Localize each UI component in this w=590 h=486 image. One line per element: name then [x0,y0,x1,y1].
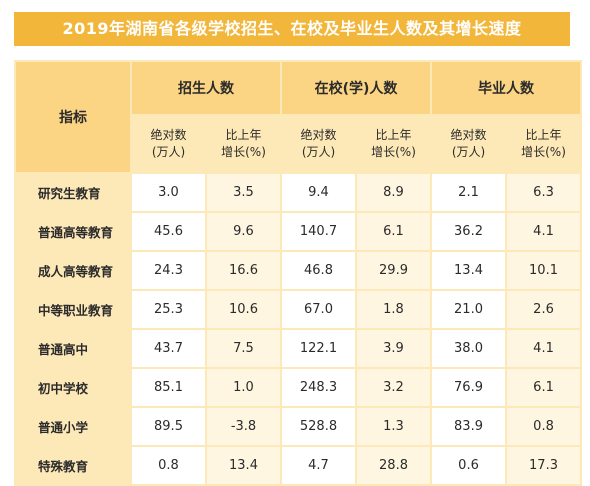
header-sub-absolute-line1: 绝对数 [150,128,187,142]
table-row: 初中学校 85.1 1.0 248.3 3.2 76.9 6.1 [14,367,583,408]
cell-in-school-growth: 6.1 [354,211,433,252]
cell-in-school-growth: 8.9 [354,172,433,213]
table-body: 研究生教育 3.0 3.5 9.4 8.9 2.1 6.3 普通高等教育 45.… [14,172,583,486]
cell-in-school-growth: 3.9 [354,328,433,369]
cell-graduates-absolute: 83.9 [430,406,508,447]
row-label: 初中学校 [14,367,132,408]
page-title: 2019年湖南省各级学校招生、在校及毕业生人数及其增长速度 [14,12,570,46]
header-sub-growth: 比上年 增长(%) [205,114,282,174]
header-row-groups: 指标 招生人数 在校(学)人数 毕业人数 [14,60,583,174]
cell-enrollment-absolute: 0.8 [130,445,207,486]
cell-in-school-growth: 1.8 [354,289,433,330]
header-indicator: 指标 [14,60,132,174]
header-sub-absolute-line2: (万人) [151,145,186,159]
cell-graduates-absolute: 76.9 [430,367,508,408]
header-sub-growth-line2: 增长(%) [221,145,266,159]
row-label: 特殊教育 [14,445,132,486]
cell-in-school-absolute: 46.8 [280,250,357,291]
cell-enrollment-growth: 13.4 [205,445,282,486]
header-sub-absolute-line2: (万人) [301,145,336,159]
table-row: 中等职业教育 25.3 10.6 67.0 1.8 21.0 2.6 [14,289,583,330]
row-label: 普通小学 [14,406,132,447]
cell-graduates-absolute: 21.0 [430,289,508,330]
cell-graduates-absolute: 38.0 [430,328,508,369]
cell-graduates-growth: 2.6 [505,289,583,330]
cell-enrollment-growth: -3.8 [205,406,282,447]
cell-graduates-growth: 4.1 [505,211,583,252]
header-sub-absolute: 绝对数 (万人) [130,114,207,174]
cell-enrollment-growth: 9.6 [205,211,282,252]
header-sub-growth-line1: 比上年 [225,128,262,142]
header-sub-growth: 比上年 增长(%) [354,114,433,174]
cell-in-school-absolute: 4.7 [280,445,357,486]
cell-enrollment-absolute: 24.3 [130,250,207,291]
header-group-enrollment: 招生人数 [130,60,282,116]
statistics-table: 指标 招生人数 在校(学)人数 毕业人数 绝对数 (万人) 比上年 增长(%) [14,60,583,486]
header-sub-growth-line2: 增长(%) [521,145,566,159]
table-header: 指标 招生人数 在校(学)人数 毕业人数 绝对数 (万人) 比上年 增长(%) [14,60,583,174]
cell-graduates-growth: 17.3 [505,445,583,486]
cell-graduates-absolute: 36.2 [430,211,508,252]
cell-in-school-growth: 28.8 [354,445,433,486]
cell-in-school-absolute: 67.0 [280,289,357,330]
row-label: 成人高等教育 [14,250,132,291]
header-sub-absolute-line2: (万人) [451,145,486,159]
cell-graduates-growth: 0.8 [505,406,583,447]
table-row: 普通小学 89.5 -3.8 528.8 1.3 83.9 0.8 [14,406,583,447]
cell-in-school-growth: 3.2 [354,367,433,408]
cell-enrollment-absolute: 45.6 [130,211,207,252]
cell-enrollment-growth: 16.6 [205,250,282,291]
table-row: 普通高等教育 45.6 9.6 140.7 6.1 36.2 4.1 [14,211,583,252]
header-row-subcolumns: 绝对数 (万人) 比上年 增长(%) 绝对数 (万人) 比上年 增长(%) [15,114,583,174]
header-group-graduates: 毕业人数 [430,60,583,116]
cell-in-school-absolute: 248.3 [280,367,357,408]
cell-graduates-growth: 6.3 [505,172,583,213]
cell-enrollment-absolute: 3.0 [130,172,207,213]
cell-enrollment-absolute: 43.7 [130,328,207,369]
header-sub-absolute: 绝对数 (万人) [280,114,357,174]
header-sub-growth-line1: 比上年 [375,128,412,142]
cell-enrollment-growth: 3.5 [205,172,282,213]
cell-in-school-growth: 29.9 [354,250,433,291]
row-label: 中等职业教育 [14,289,132,330]
cell-graduates-growth: 10.1 [505,250,583,291]
cell-enrollment-absolute: 25.3 [130,289,207,330]
cell-in-school-absolute: 528.8 [280,406,357,447]
row-label: 普通高等教育 [14,211,132,252]
cell-graduates-absolute: 13.4 [430,250,508,291]
cell-enrollment-growth: 7.5 [205,328,282,369]
cell-enrollment-growth: 1.0 [205,367,282,408]
header-sub-growth-line1: 比上年 [525,128,562,142]
cell-in-school-absolute: 9.4 [280,172,357,213]
cell-graduates-absolute: 2.1 [430,172,508,213]
table-row: 特殊教育 0.8 13.4 4.7 28.8 0.6 17.3 [14,445,583,486]
cell-graduates-growth: 4.1 [505,328,583,369]
row-label: 研究生教育 [14,172,132,213]
header-sub-growth-line2: 增长(%) [371,145,416,159]
header-sub-absolute-line1: 绝对数 [450,128,487,142]
cell-in-school-absolute: 122.1 [280,328,357,369]
cell-in-school-growth: 1.3 [354,406,433,447]
table-row: 研究生教育 3.0 3.5 9.4 8.9 2.1 6.3 [14,172,583,213]
table-row: 普通高中 43.7 7.5 122.1 3.9 38.0 4.1 [14,328,583,369]
row-label: 普通高中 [14,328,132,369]
cell-enrollment-growth: 10.6 [205,289,282,330]
header-sub-absolute: 绝对数 (万人) [430,114,508,174]
cell-enrollment-absolute: 85.1 [130,367,207,408]
table-row: 成人高等教育 24.3 16.6 46.8 29.9 13.4 10.1 [14,250,583,291]
cell-in-school-absolute: 140.7 [280,211,357,252]
statistics-table-container: 指标 招生人数 在校(学)人数 毕业人数 绝对数 (万人) 比上年 增长(%) [14,60,583,486]
header-group-in-school: 在校(学)人数 [279,60,433,116]
header-sub-absolute-line1: 绝对数 [300,128,337,142]
cell-enrollment-absolute: 89.5 [130,406,207,447]
cell-graduates-absolute: 0.6 [430,445,508,486]
cell-graduates-growth: 6.1 [505,367,583,408]
header-sub-growth: 比上年 增长(%) [505,114,583,174]
